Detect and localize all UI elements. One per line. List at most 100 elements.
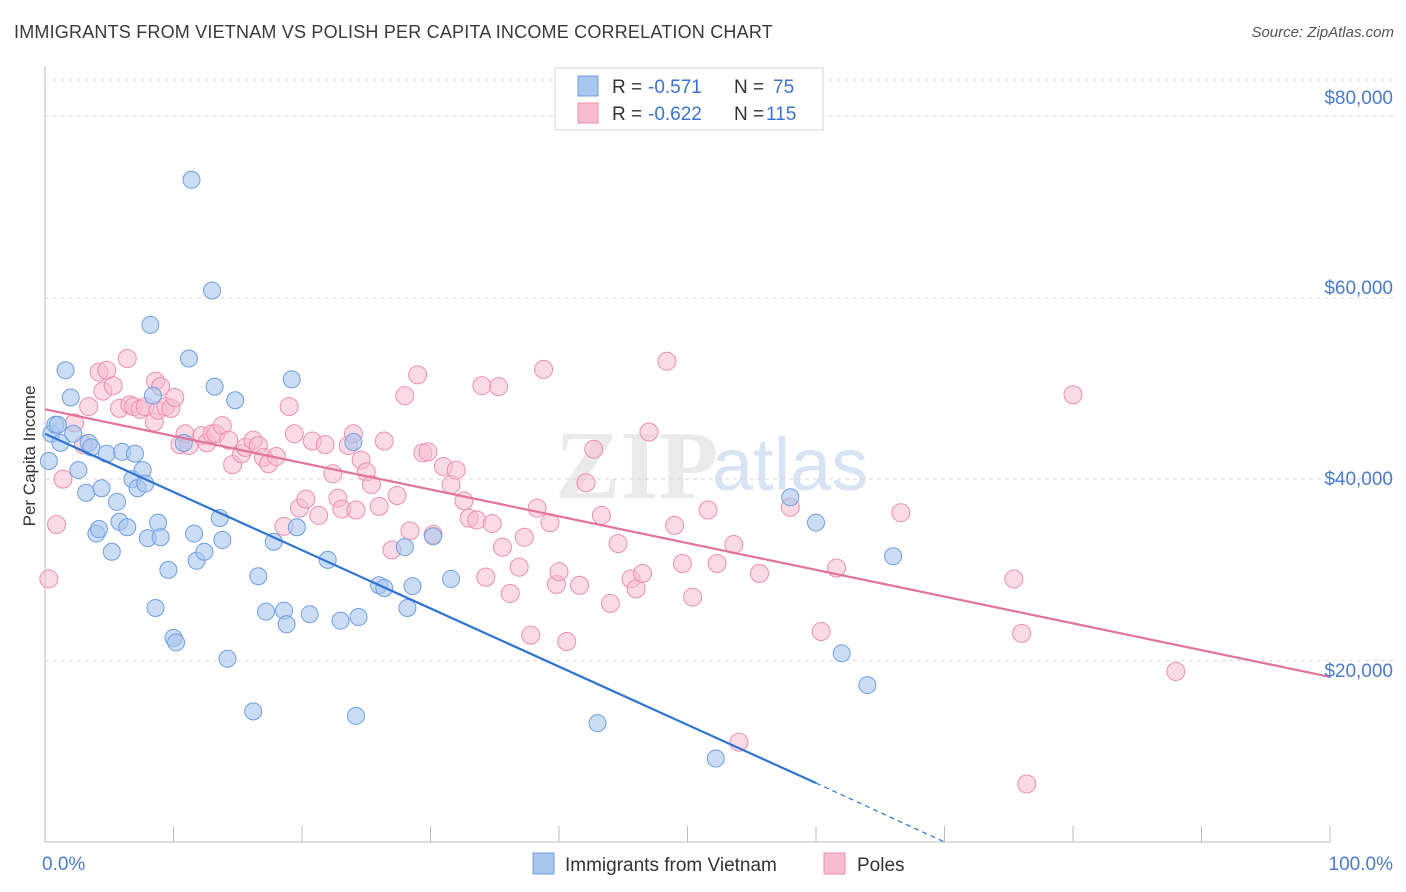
vietnam-point [287, 518, 306, 537]
vietnam-point [331, 611, 350, 630]
vietnam-point [398, 598, 417, 617]
poles-point [1017, 774, 1037, 794]
vietnam-point [82, 438, 101, 457]
y-axis-title: Per Capita Income [20, 386, 39, 527]
poles-point [482, 514, 502, 534]
poles-point [395, 386, 415, 406]
bottom-legend-label-poles: Poles [857, 855, 905, 876]
vietnam-point [182, 170, 201, 189]
vietnam-point [146, 598, 165, 617]
vietnam-point [69, 461, 88, 480]
vietnam-point [244, 702, 263, 721]
vietnam-point [61, 388, 80, 407]
vietnam-point [218, 649, 237, 668]
legend-swatch-vietnam [577, 75, 599, 97]
poles-point [165, 388, 185, 407]
poles-point [665, 515, 685, 535]
vietnam-point [300, 605, 319, 624]
vietnam-point [167, 633, 186, 652]
vietnam-point [442, 569, 461, 588]
legend-n-label-vietnam: N = [734, 77, 764, 98]
legend: R = -0.571 N = 75 R = -0.622 N = 115 [554, 67, 824, 131]
poles-point [315, 435, 335, 455]
vietnam-point [403, 577, 422, 596]
poles-point [1004, 569, 1024, 589]
poles-point [527, 498, 547, 518]
vietnam-point [832, 644, 851, 663]
vietnam-point [277, 615, 296, 634]
poles-point [707, 554, 727, 574]
bottom-legend: Immigrants from Vietnam Poles [532, 852, 905, 876]
vietnam-point [346, 706, 365, 725]
vietnam-point [92, 479, 111, 498]
poles-point [279, 397, 299, 417]
legend-r-label-poles: R = [612, 104, 642, 125]
x-tick-label-min: 0.0% [42, 854, 85, 875]
poles-point [639, 422, 659, 442]
poles-point [467, 510, 487, 530]
poles-point [500, 583, 520, 603]
vietnam-point [77, 483, 96, 502]
vietnam-point [807, 513, 825, 532]
vietnam-point [858, 676, 877, 695]
vietnam-point [143, 386, 162, 405]
poles-point [509, 557, 529, 577]
vietnam-point [213, 530, 232, 549]
poles-point [117, 348, 137, 368]
gridlines [45, 79, 1393, 662]
vietnam-point [125, 444, 144, 463]
vietnam-point [588, 714, 607, 733]
poles-point [346, 500, 366, 520]
vietnam-trend-line [44, 432, 817, 785]
poles-point [387, 485, 407, 505]
poles-point [400, 521, 420, 541]
poles-point [698, 500, 718, 520]
vietnam-point [195, 542, 214, 561]
poles-point [361, 475, 381, 495]
bottom-legend-swatch-vietnam [532, 852, 555, 875]
poles-point [633, 563, 653, 583]
y-tick-label-60000: $60,000 [1324, 278, 1393, 299]
poles-point [418, 442, 438, 462]
vietnam-point [349, 608, 368, 627]
poles-point [79, 397, 99, 417]
bottom-legend-label-vietnam: Immigrants from Vietnam [565, 855, 777, 876]
vietnam-point [151, 528, 170, 547]
vietnam-point [282, 370, 301, 389]
poles-point [408, 365, 428, 385]
poles-point [374, 431, 394, 451]
vietnam-point [141, 315, 160, 334]
vietnam-point [226, 391, 245, 410]
vietnam-point [706, 749, 725, 768]
poles-point [570, 575, 590, 595]
poles-point [576, 473, 596, 493]
poles-trend-line [44, 408, 1331, 678]
poles-point [53, 469, 73, 489]
chart-source: Source: ZipAtlas.com [1251, 24, 1394, 41]
x-tick-label-max: 100.0% [1329, 854, 1394, 875]
vietnam-series [39, 170, 903, 768]
poles-point [103, 376, 123, 396]
vietnam-point [257, 602, 276, 621]
legend-n-value-vietnam: 75 [773, 77, 794, 98]
vietnam-point [136, 474, 155, 493]
poles-point [296, 489, 316, 509]
poles-point [489, 377, 509, 397]
poles-point [369, 496, 389, 516]
vietnam-point [884, 547, 903, 566]
legend-n-value-poles: 115 [766, 104, 796, 125]
vietnam-point [159, 560, 178, 579]
vietnam-point [249, 567, 268, 586]
poles-point [608, 534, 628, 554]
poles-point [219, 430, 239, 450]
vietnam-point [64, 424, 83, 443]
y-tick-label-40000: $40,000 [1324, 469, 1393, 490]
vietnam-point [395, 538, 414, 557]
watermark-zip: ZIP [555, 412, 718, 520]
poles-point [492, 537, 512, 557]
poles-point [476, 567, 496, 587]
poles-point [600, 593, 620, 613]
vietnam-point [203, 281, 222, 300]
poles-point [1166, 661, 1186, 681]
